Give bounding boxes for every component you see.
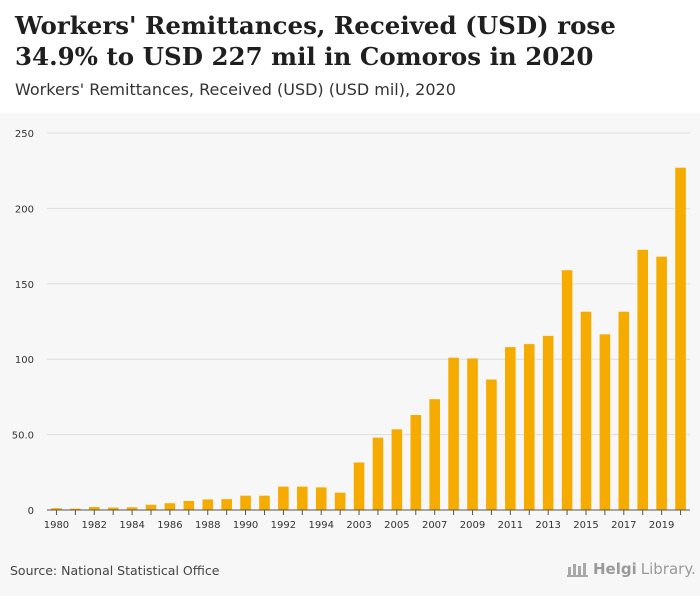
bar — [164, 503, 176, 510]
bar — [353, 462, 365, 510]
y-tick-label: 50.0 — [12, 431, 34, 442]
bar — [656, 256, 667, 510]
x-tick-label: 2011 — [498, 520, 523, 531]
bar — [221, 499, 232, 510]
bar — [486, 379, 497, 510]
bar — [599, 334, 611, 510]
chart-subtitle: Workers' Remittances, Received (USD) (US… — [15, 80, 456, 99]
x-tick-label: 1984 — [119, 520, 144, 531]
y-tick-label: 250 — [15, 129, 34, 140]
bar — [259, 495, 270, 510]
bar — [70, 508, 81, 510]
bar — [145, 504, 157, 510]
bar — [467, 358, 478, 510]
bar — [315, 487, 327, 510]
bar — [618, 311, 630, 510]
x-tick-label: 1988 — [195, 520, 220, 531]
x-tick-label: 1990 — [233, 520, 258, 531]
bar — [107, 507, 119, 510]
x-tick-label: 1982 — [82, 520, 107, 531]
y-tick-label: 150 — [15, 280, 34, 291]
header: Workers' Remittances, Received (USD) ros… — [0, 0, 700, 113]
bar — [580, 311, 592, 510]
x-tick-label: 1986 — [157, 520, 182, 531]
x-tick-label: 2003 — [346, 520, 371, 531]
bar — [410, 414, 422, 510]
bar — [542, 335, 554, 510]
x-tick-label: 2009 — [460, 520, 485, 531]
bar — [51, 508, 62, 510]
bar — [448, 357, 459, 510]
x-tick-label: 2007 — [422, 520, 447, 531]
logo-brand: Helgi — [593, 560, 637, 578]
y-tick-label: 0 — [28, 506, 34, 517]
x-tick-label: 2019 — [649, 520, 674, 531]
bar — [240, 495, 251, 510]
bar — [88, 506, 100, 510]
chart-area: 0 50.0 100 150 200 250 1980 1982 1984 1986 1988 199… — [0, 113, 700, 596]
bar — [523, 344, 535, 510]
bar — [183, 500, 195, 510]
helgilibrary-logo[interactable]: Helgi Library. — [567, 560, 696, 578]
source-note: Source: National Statistical Office — [10, 563, 220, 578]
bar — [372, 437, 384, 510]
x-tick-label: 2015 — [573, 520, 598, 531]
bar — [202, 499, 214, 510]
x-tick-label: 1992 — [271, 520, 296, 531]
bar — [637, 249, 649, 510]
bar — [429, 399, 440, 510]
x-tick-label: 2013 — [535, 520, 560, 531]
x-tick-label: 1994 — [308, 520, 333, 531]
logo-suffix: Library. — [640, 560, 696, 578]
bar — [297, 486, 308, 510]
bar — [126, 507, 138, 510]
bar — [391, 429, 403, 510]
y-tick-label: 100 — [15, 355, 34, 366]
bar — [561, 270, 573, 510]
bar — [505, 347, 516, 510]
bar — [675, 167, 686, 510]
bar — [278, 486, 289, 510]
bar-chart: 0 50.0 100 150 200 250 1980 1982 1984 1986 1988 199… — [12, 129, 690, 531]
chart-title: Workers' Remittances, Received (USD) ros… — [15, 11, 616, 71]
x-tick-label: 1980 — [44, 520, 69, 531]
x-tick-label: 2005 — [384, 520, 409, 531]
x-tick-label: 2017 — [611, 520, 636, 531]
y-tick-label: 200 — [15, 204, 34, 215]
bar — [334, 492, 346, 510]
library-building-icon — [567, 563, 588, 577]
